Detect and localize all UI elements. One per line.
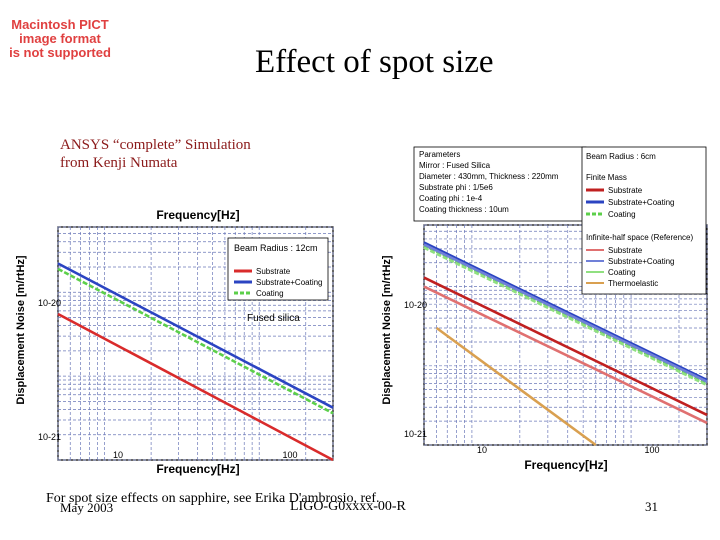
x-axis-label: Frequency[Hz]: [156, 462, 239, 476]
y-axis-label: Displacement Noise [m/rtHz]: [15, 255, 27, 404]
subtitle: ANSYS “complete” Simulation from Kenji N…: [60, 136, 251, 172]
pict-notice-line: image format: [19, 31, 101, 46]
slide-title: Effect of spot size: [255, 44, 494, 80]
annotation: Fused silica: [247, 313, 300, 324]
x-axis-label: Frequency[Hz]: [524, 458, 607, 472]
y-tick-label: 10-21: [38, 432, 61, 442]
series-line: [423, 246, 708, 387]
series-line: [423, 276, 708, 417]
series-line: [423, 241, 708, 382]
footer-note: For spot size effects on sapphire, see E…: [46, 491, 380, 506]
series-line: [57, 262, 334, 409]
legend-label: Coating: [608, 268, 636, 277]
page-number: 31: [645, 499, 658, 514]
y-tick-label: 10-21: [404, 429, 427, 439]
legend-subheading: Finite Mass: [586, 173, 627, 182]
y-tick-label: 10-20: [38, 298, 61, 308]
pict-notice: Macintosh PICT image format is not suppo…: [0, 18, 120, 60]
grid: [57, 226, 334, 461]
x-tick-label: 10: [477, 445, 487, 455]
series-group: [423, 241, 708, 447]
legend-box: [227, 237, 329, 301]
parameters-box: Parameters Mirror : Fused Silica Diamete…: [413, 146, 587, 222]
legend-label: Substrate: [608, 246, 643, 255]
chart-right: Displacement Noise [m/rtHz] 10-20 10-21 …: [381, 146, 708, 472]
series-line: [57, 267, 334, 415]
x-tick-label: 10: [113, 450, 123, 460]
subtitle-line: from Kenji Numata: [60, 155, 178, 171]
footer-doc-id: LIGO-G0xxxx-00-R: [290, 499, 406, 514]
parameters-line: Mirror : Fused Silica: [419, 161, 491, 170]
chart-title: Frequency[Hz]: [156, 208, 239, 222]
parameters-line: Coating thickness : 10um: [419, 205, 509, 214]
parameters-line: Diameter : 430mm, Thickness : 220mm: [419, 172, 559, 181]
legend-label: Thermoelastic: [608, 279, 658, 288]
legend-label: Substrate+Coating: [608, 257, 675, 266]
parameters-line: Coating phi : 1e-4: [419, 194, 483, 203]
x-tick-label: 100: [644, 445, 659, 455]
y-tick-label: 10-20: [404, 300, 427, 310]
chart-left: Frequency[Hz] Displacement Noise [m/rtHz…: [15, 208, 334, 476]
series-line: [435, 326, 597, 447]
legend-label: Substrate: [256, 267, 291, 276]
legend: Beam Radius : 12cm Substrate Substrate+C…: [227, 237, 329, 301]
legend: Beam Radius : 6cm Finite Mass Substrate …: [581, 146, 707, 295]
legend-label: Substrate+Coating: [256, 278, 323, 287]
legend-label: Coating: [608, 210, 636, 219]
series-line: [423, 243, 708, 383]
parameters-frame: [413, 146, 587, 222]
series-line: [57, 312, 334, 462]
subtitle-line: ANSYS “complete” Simulation: [60, 137, 251, 153]
footer-date: May 2003: [60, 500, 114, 515]
pict-notice-line: is not supported: [9, 45, 111, 60]
y-axis-label: Displacement Noise [m/rtHz]: [381, 255, 393, 404]
series-group: [57, 262, 334, 462]
parameters-line: Substrate phi : 1/5e6: [419, 183, 493, 192]
pict-notice-line: Macintosh PICT: [11, 17, 109, 32]
parameters-heading: Parameters: [419, 150, 460, 159]
legend-label: Substrate: [608, 186, 643, 195]
legend-heading: Infinite-half space (Reference): [586, 233, 694, 242]
legend-box: [581, 146, 707, 295]
legend-title: Beam Radius : 12cm: [234, 243, 318, 253]
legend-heading: Beam Radius : 6cm: [586, 152, 656, 161]
series-line: [423, 285, 708, 425]
legend-label: Coating: [256, 289, 284, 298]
x-tick-label: 100: [282, 450, 297, 460]
legend-label: Substrate+Coating: [608, 198, 675, 207]
